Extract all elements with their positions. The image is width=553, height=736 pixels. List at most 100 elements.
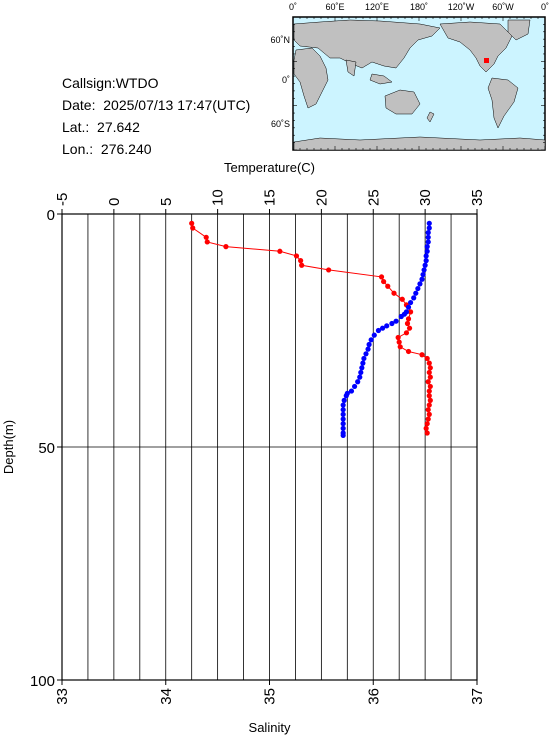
salinity-point [425,239,431,245]
map-frame-ticks [292,16,546,151]
temperature-point [405,316,412,322]
salinity-point [420,271,426,278]
temperature-point [426,393,432,399]
temperature-point [403,330,410,336]
temperature-point [426,388,432,394]
map-latitude-label: 0˚ [282,75,290,85]
temperature-point [397,344,403,350]
lat-row: Lat.: 27.642 [62,116,250,138]
salinity-tick-label: 33 [54,688,71,705]
salinity-point [423,253,429,259]
salinity-point [389,320,395,327]
temperature-point [189,220,195,226]
temperature-point [378,274,385,280]
salinity-point [340,402,346,408]
temperature-point [203,234,209,240]
temperature-point [396,339,402,345]
map-latitude-label: 60˚S [271,119,290,129]
land-north-america [439,21,513,73]
salinity-tick-label: 34 [158,688,175,705]
temperature-point [424,430,430,436]
salinity-tick-label: 37 [469,688,486,705]
salinity-point [348,388,355,394]
temperature-point [326,267,332,273]
temperature-tick-label: 5 [158,198,175,206]
salinity-point [340,407,346,413]
salinity-tick-labels: 33 34 35 36 37 [54,680,486,705]
temperature-point [299,262,305,268]
land-south-america [487,77,519,129]
salinity-point [351,383,358,390]
map-longitude-label: 60˚W [492,2,514,12]
temperature-point [423,425,429,431]
salinity-axis-title: Salinity [249,720,291,735]
land-se-asia [369,73,393,85]
temperature-point [277,248,283,254]
temperature-point [408,309,414,315]
callsign-label: Callsign: [62,75,116,91]
temperature-point [425,407,431,413]
salinity-point [422,262,428,268]
temperature-point [223,244,229,250]
salinity-point [340,411,346,417]
depth-axis-title: Depth(m) [1,420,16,474]
salinity-point [340,416,346,422]
world-map: 0˚ 60˚E 120˚E 180˚ 120˚W 60˚W 0˚ 60˚N 0˚ 60˚S [270,2,549,151]
temperature-point [395,334,401,341]
temperature-point [426,369,432,376]
temperature-point [426,411,432,417]
lon-row: Lon.: 276.240 [62,138,250,160]
depth-tick-labels: 0 50 100 [30,207,62,690]
lon-label: Lon.: [62,141,94,157]
salinity-point [417,281,423,287]
temperature-point [424,355,430,362]
temperature-series [189,220,433,436]
salinity-tick-label: 35 [262,688,279,705]
salinity-point [340,421,346,427]
salinity-point [368,337,374,343]
temperature-tick-label: 20 [313,189,330,206]
salinity-point [340,432,346,438]
salinity-point [384,323,390,329]
map-longitude-labels: 0˚ 60˚E 120˚E 180˚ 120˚W 60˚W 0˚ [289,2,549,12]
map-land [293,19,546,151]
salinity-point [358,369,364,376]
temperature-tick-label: 15 [262,189,279,206]
depth-tick-label: 100 [30,673,55,690]
depth-tick-label: 0 [47,207,55,224]
salinity-point [343,393,349,399]
callsign-row: Callsign:WTDO [62,72,250,94]
temperature-tick-label: 10 [210,189,227,206]
temperature-profile-line [191,223,431,434]
land-greenland [507,19,531,41]
salinity-point [379,325,386,331]
station-info: Callsign:WTDO Date: 2025/07/13 17:47(UTC… [62,72,250,160]
temperature-tick-label: 25 [365,189,382,206]
temperature-point [426,402,432,408]
temperature-tick-label: 30 [417,189,434,206]
salinity-point [361,355,367,362]
temperature-point [404,320,411,327]
land-eurasia [293,19,441,69]
temperature-point [298,258,304,264]
salinity-point [398,313,404,320]
date-row: Date: 2025/07/13 17:47(UTC) [62,94,250,116]
map-longitude-label: 120˚W [448,2,475,12]
lon-value: 276.240 [100,141,152,157]
salinity-point [366,341,372,348]
temperature-point [190,225,196,231]
temperature-point [293,253,300,259]
map-longitude-label: 180˚ [410,2,428,12]
temperature-point [381,278,387,285]
temperature-point [405,348,412,355]
temperature-point [399,296,405,302]
land-new-zealand [426,111,435,123]
temperature-point [427,397,433,403]
salinity-point [359,365,365,371]
temperature-point [391,290,397,296]
salinity-tick-label: 36 [365,688,382,705]
land-india [345,59,357,77]
salinity-point [393,318,399,324]
temperature-point [427,383,433,390]
